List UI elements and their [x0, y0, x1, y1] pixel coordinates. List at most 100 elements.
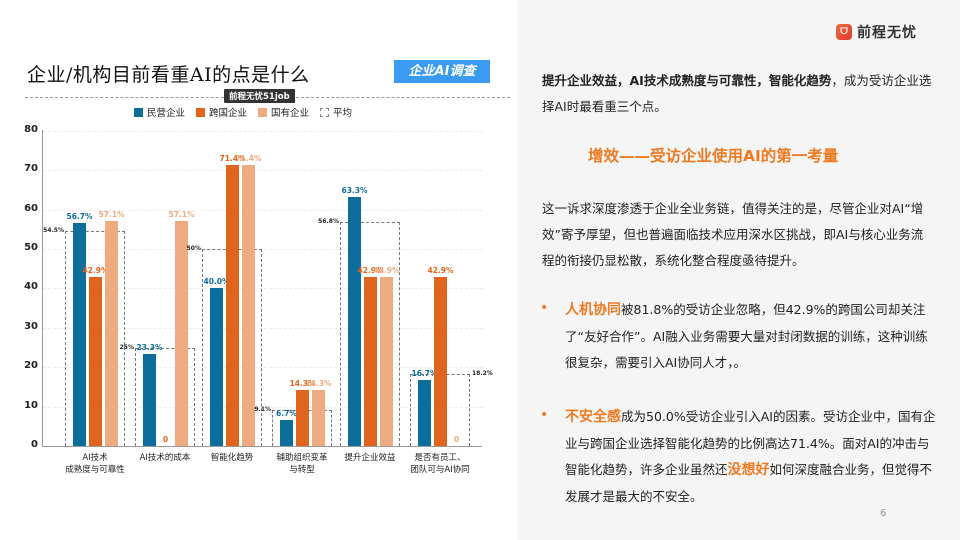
average-marker [135, 347, 195, 446]
survey-tag: 企业AI调查 [394, 60, 490, 83]
highlight-term: 人机协同 [565, 302, 621, 318]
bar-value-label: 14.3% [289, 378, 316, 388]
bullet-text: 被81.8%的受访企业忽略，但42.9%的跨国公司却关注了“友好合作”。AI融入… [565, 302, 928, 370]
bar-value-label: 42.9% [357, 265, 384, 275]
gridline [43, 288, 483, 290]
bar-value-label: 42.9% [373, 265, 400, 275]
bar [295, 389, 309, 446]
bar-value-label: 57.1% [168, 210, 195, 220]
legend-item-state: 国有企业 [258, 105, 309, 119]
subheading: 增效——受访企业使用AI的第一考量 [588, 147, 839, 165]
bar-value-label: 57.1% [98, 210, 125, 220]
bar [241, 164, 255, 446]
y-axis [42, 130, 43, 446]
bar-value-label: 40.0% [203, 277, 230, 287]
text-panel [517, 0, 960, 540]
legend-label: 跨国企业 [209, 108, 248, 119]
bar [104, 221, 118, 446]
bar-value-label: 42.9% [82, 265, 109, 275]
bullet-text: 成为50.0%受访企业引入AI的因素。受访企业中，国有企业与跨国企业选择智能化趋… [565, 409, 936, 477]
bar [311, 389, 325, 446]
bar [225, 164, 239, 446]
y-tick-label: 50 [24, 242, 38, 253]
bar [279, 419, 293, 446]
y-tick-label: 70 [24, 163, 38, 175]
y-tick-label: 20 [24, 360, 38, 372]
x-category-label: AI技术 成熟度与可靠性 [65, 453, 125, 475]
bullet-icon: • [540, 407, 549, 423]
average-marker [65, 231, 125, 446]
y-tick-label: 30 [24, 320, 38, 332]
legend: 民营企业 跨国企业 国有企业 平均 [134, 105, 352, 119]
chart-title: 企业/机构目前看重AI的点是什么 [27, 64, 310, 86]
page-number: 6 [880, 508, 887, 519]
bar-value-label: 16.7% [411, 369, 438, 379]
x-category-label: 智能化趋势 [210, 453, 254, 463]
legend-item-private: 民营企业 [134, 105, 185, 119]
bar-value-label: 63.3% [341, 185, 368, 195]
legend-label: 平均 [333, 108, 353, 119]
highlight-term: 不安全感 [565, 409, 621, 425]
bar-value-label: 23.3% [136, 343, 163, 353]
x-category-label: AI技术的成本 [139, 453, 191, 463]
average-label: 50% [186, 245, 201, 252]
chart-panel: 企业/机构目前看重AI的点是什么 企业AI调查 前程无忧51job 民营企业 跨… [24, 60, 510, 475]
highlight-term: 没想好 [727, 462, 770, 478]
gridline [43, 209, 483, 211]
bullet-insecurity: 不安全感成为50.0%受访企业引入AI的因素。受访企业中，国有企业与跨国企业选择… [565, 404, 937, 510]
y-tick-label: 0 [31, 439, 38, 450]
bar [72, 222, 86, 446]
intro-paragraph: 提升企业效益，AI技术成熟度与可靠性，智能化趋势，成为受访企业选择AI时最看重三… [542, 68, 934, 120]
legend-item-multinational: 跨国企业 [196, 105, 247, 119]
swatch-icon [196, 107, 206, 117]
bar-value-label: 71.4% [219, 153, 246, 163]
average-marker [340, 222, 400, 446]
body-paragraph: 这一诉求深度渗透于企业全业务链，值得关注的是，尽管企业对AI“增效”寄予厚望，但… [542, 201, 924, 268]
y-tick-label: 60 [24, 202, 38, 214]
y-tick-label: 10 [24, 399, 38, 411]
bar-value-label: 71.4% [235, 153, 262, 163]
intro-bold: 提升企业效益，AI技术成熟度与可靠性，智能化趋势 [542, 73, 832, 88]
gridline [43, 327, 483, 329]
brand-logo: ᗜ 前程无忧 [836, 22, 917, 42]
source-label: 前程无忧51job [224, 89, 295, 103]
gridline [43, 130, 483, 132]
average-label: 54.5% [43, 227, 64, 235]
bar [142, 354, 156, 446]
intro-rest: ，成为受访企业选择AI时最看重三个点。 [542, 73, 932, 114]
x-category-label: 辅助组织变革 与转型 [276, 453, 328, 475]
swatch-icon [134, 107, 143, 117]
bullet-human-ai: 人机协同被81.8%的受访企业忽略，但42.9%的跨国公司却关注了“友好合作”。… [565, 297, 937, 377]
x-category-label: 是否有员工、 团队可与AI协同 [410, 453, 470, 475]
bar-value-label: 0 [162, 435, 169, 444]
gridline [43, 249, 483, 250]
bar [379, 276, 393, 446]
bullet-icon: • [540, 300, 549, 316]
bar [88, 276, 102, 446]
bar-value-label: 56.7% [66, 211, 93, 221]
legend-item-average: 平均 [320, 105, 352, 119]
gridline [43, 170, 483, 172]
y-tick-label: 80 [24, 123, 38, 135]
logo-text: 前程无忧 [857, 25, 917, 41]
bar [433, 276, 447, 446]
bar-value-label: 42.9% [427, 265, 454, 275]
bar-value-label: 6.7% [276, 408, 297, 418]
bar [174, 221, 188, 446]
bar [363, 276, 377, 446]
x-axis [42, 446, 482, 447]
legend-label: 民营企业 [147, 108, 186, 119]
gridline [43, 406, 483, 408]
logo-icon: ᗜ [836, 24, 852, 40]
dashed-swatch-icon [320, 107, 330, 117]
average-label: 56.8% [318, 218, 339, 226]
bar [209, 288, 223, 446]
y-tick-label: 40 [24, 281, 38, 293]
legend-label: 国有企业 [271, 108, 310, 119]
average-label: 9.1% [254, 406, 271, 414]
average-label: 18.2% [472, 370, 493, 378]
average-label: 25% [119, 343, 134, 351]
x-category-label: 提升企业效益 [344, 453, 396, 463]
bullet-text: 如何深度融合业务，但觉得不发展才是最大的不安全。 [565, 462, 933, 504]
bar [417, 380, 431, 446]
